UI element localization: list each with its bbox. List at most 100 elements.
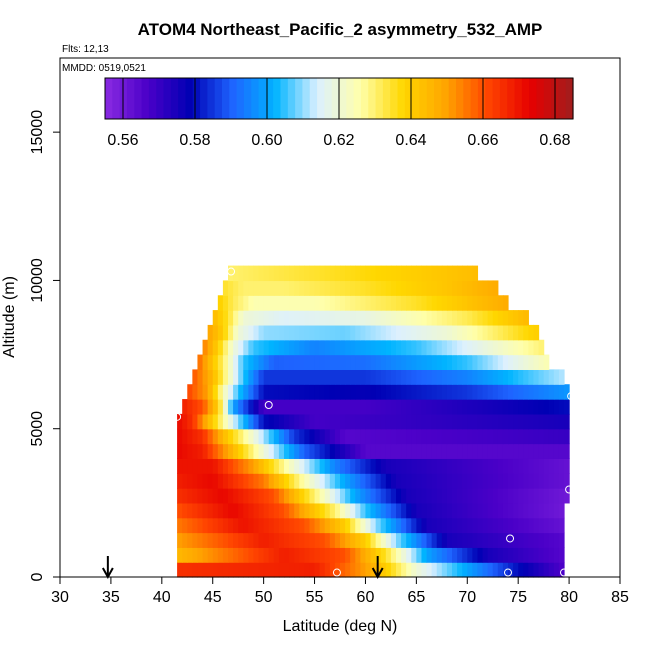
heatmap-cell: [538, 458, 545, 474]
heatmap-cell: [248, 354, 255, 370]
heatmap-cell: [309, 413, 316, 430]
heatmap-cell: [457, 280, 463, 296]
heatmap-cell: [355, 547, 361, 563]
heatmap-cell: [462, 295, 468, 311]
heatmap-cell: [411, 310, 417, 326]
heatmap-cell: [345, 547, 351, 563]
heatmap-cell: [258, 384, 265, 400]
heatmap-cell: [528, 399, 535, 415]
heatmap-cell: [426, 339, 433, 356]
heatmap-cell: [289, 413, 295, 430]
heatmap-cell: [513, 547, 519, 563]
heatmap-cell: [324, 517, 331, 534]
heatmap-cell: [436, 517, 443, 534]
heatmap-cell: [497, 428, 504, 445]
heatmap-cell: [273, 339, 280, 356]
heatmap-cell: [533, 562, 540, 578]
heatmap-cell: [375, 399, 382, 415]
heatmap-cell: [390, 339, 397, 356]
heatmap-cell: [523, 547, 529, 563]
heatmap-cell: [441, 547, 448, 563]
heatmap-cell: [238, 532, 244, 548]
heatmap-cell: [426, 310, 433, 326]
colorbar-cell: [507, 78, 516, 119]
x-axis-label: Latitude (deg N): [283, 618, 398, 635]
heatmap-cell: [523, 399, 529, 415]
heatmap-cell: [564, 473, 570, 489]
heatmap-cell: [294, 384, 300, 400]
heatmap-cell: [345, 473, 351, 489]
heatmap-cell: [187, 399, 193, 415]
heatmap-cell: [370, 473, 377, 489]
heatmap-cell: [294, 532, 300, 548]
heatmap-cell: [243, 413, 249, 430]
heatmap-cell: [411, 280, 417, 296]
heatmap-cell: [482, 399, 489, 415]
heatmap-cell: [482, 443, 489, 459]
heatmap-cell: [324, 488, 331, 504]
heatmap-cell: [319, 562, 326, 578]
heatmap-cell: [228, 354, 234, 370]
heatmap-cell: [350, 562, 356, 578]
heatmap-cell: [508, 354, 514, 370]
heatmap-cell: [487, 384, 494, 400]
heatmap-cell: [426, 562, 433, 578]
heatmap-cell: [543, 562, 550, 578]
sample-marker: [532, 312, 541, 321]
heatmap-cell: [222, 502, 229, 519]
heatmap-cell: [284, 532, 290, 548]
heatmap-cell: [553, 488, 560, 504]
heatmap-cell: [446, 458, 453, 474]
heatmap-cell: [370, 339, 377, 356]
heatmap-cell: [441, 443, 448, 459]
heatmap-cell: [324, 354, 331, 370]
heatmap-cell: [497, 413, 504, 430]
heatmap-cell: [340, 413, 346, 430]
heatmap-cell: [345, 384, 351, 400]
heatmap-cell: [284, 428, 290, 445]
heatmap-cell: [314, 295, 321, 311]
heatmap-cell: [548, 532, 555, 548]
heatmap-cell: [350, 295, 356, 311]
heatmap-cell: [523, 384, 529, 400]
heatmap-cell: [314, 502, 321, 519]
heatmap-cell: [222, 488, 229, 504]
heatmap-cell: [299, 413, 305, 430]
heatmap-cell: [558, 473, 565, 489]
heatmap-cell: [222, 295, 229, 311]
heatmap-cell: [370, 369, 377, 385]
heatmap-cell: [187, 517, 193, 534]
heatmap-cell: [446, 399, 453, 415]
heatmap-cell: [238, 547, 244, 563]
heatmap-cell: [396, 280, 402, 296]
heatmap-cell: [406, 532, 412, 548]
heatmap-cell: [462, 339, 468, 356]
heatmap-cell: [518, 399, 524, 415]
heatmap-cell: [294, 517, 300, 534]
heatmap-cell: [202, 384, 209, 400]
heatmap-cell: [513, 369, 519, 385]
colorbar-tick-label: 0.58: [179, 132, 210, 149]
heatmap-cell: [340, 502, 346, 519]
heatmap-cell: [273, 532, 280, 548]
heatmap-cell: [273, 473, 280, 489]
heatmap-cell: [309, 547, 316, 563]
heatmap-cell: [553, 399, 560, 415]
heatmap-cell: [314, 488, 321, 504]
heatmap-cell: [441, 399, 448, 415]
heatmap-cell: [192, 443, 199, 459]
heatmap-cell: [452, 473, 458, 489]
heatmap-cell: [299, 310, 305, 326]
heatmap-cell: [477, 517, 484, 534]
heatmap-cell: [472, 324, 479, 341]
heatmap-cell: [319, 502, 326, 519]
heatmap-cell: [268, 428, 275, 445]
heatmap-cell: [482, 295, 489, 311]
heatmap-cell: [360, 310, 367, 326]
heatmap-cell: [513, 562, 519, 578]
heatmap-cell: [375, 547, 382, 563]
heatmap-cell: [431, 502, 438, 519]
heatmap-cell: [564, 458, 570, 474]
heatmap-cell: [380, 488, 387, 504]
heatmap-cell: [518, 502, 524, 519]
